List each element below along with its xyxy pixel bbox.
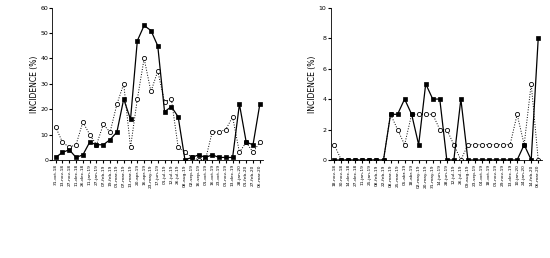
Y-axis label: INCIDENCE (%): INCIDENCE (%) xyxy=(309,55,317,112)
Legend: OBSERVED INCIDENCE, FORECASTING: OBSERVED INCIDENCE, FORECASTING xyxy=(370,257,503,258)
Legend: OBSERVED INCIDENCE, FORECASTING: OBSERVED INCIDENCE, FORECASTING xyxy=(91,257,224,258)
Y-axis label: INCIDENCE (%): INCIDENCE (%) xyxy=(30,55,39,112)
